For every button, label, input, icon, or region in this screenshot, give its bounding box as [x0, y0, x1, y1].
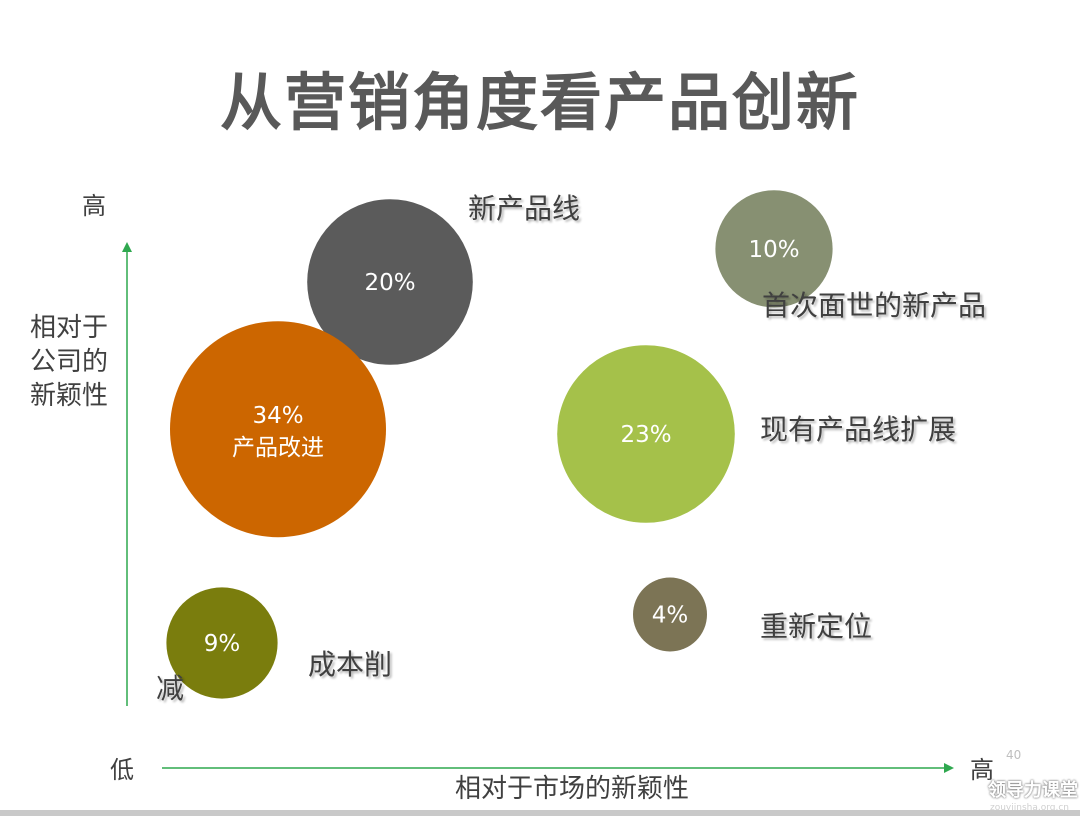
y-axis-title: 相对于公司的新颖性	[29, 313, 108, 411]
bubble-label-line-extension: 现有产品线扩展	[760, 413, 957, 446]
bubble-label-repositioning: 重新定位	[760, 610, 873, 643]
x-axis-low-label: 低	[110, 756, 134, 784]
slide-footer-bar	[0, 810, 1080, 816]
bubble-value-label: 4%	[652, 603, 689, 629]
bubble-3	[170, 321, 386, 538]
bubble-label-cost-reduction-tail: 减	[156, 672, 185, 705]
slide-title: 从营销角度看产品创新	[219, 66, 860, 139]
y-axis-high-label: 高	[82, 192, 106, 220]
bubble-1	[307, 199, 473, 365]
bubble-label-cost-reduction: 成本削	[308, 648, 393, 681]
bubble-4	[557, 345, 735, 523]
watermark-url: zouyiinsha.org.cn	[990, 803, 1070, 813]
x-axis-title: 相对于市场的新颖性	[455, 774, 690, 804]
bubble-value-label: 23%	[620, 422, 671, 448]
bubble-label-first-new-product: 首次面世的新产品	[762, 289, 987, 322]
bubble-inner-name-label: 产品改进	[232, 435, 324, 461]
page-number: 40	[1006, 748, 1022, 762]
bubble-value-label: 20%	[364, 270, 415, 296]
bubble-value-label: 9%	[204, 631, 241, 657]
bubble-2	[715, 190, 833, 308]
bubble-5	[633, 577, 707, 652]
x-axis-high-label: 高	[970, 756, 994, 784]
bubble-6	[166, 587, 278, 699]
bubble-value-label: 10%	[748, 237, 799, 263]
watermark-logo: 领导力课堂	[988, 780, 1078, 801]
bubble-value-label: 34%	[252, 403, 303, 429]
bubble-label-new-product-line: 新产品线	[468, 192, 581, 225]
